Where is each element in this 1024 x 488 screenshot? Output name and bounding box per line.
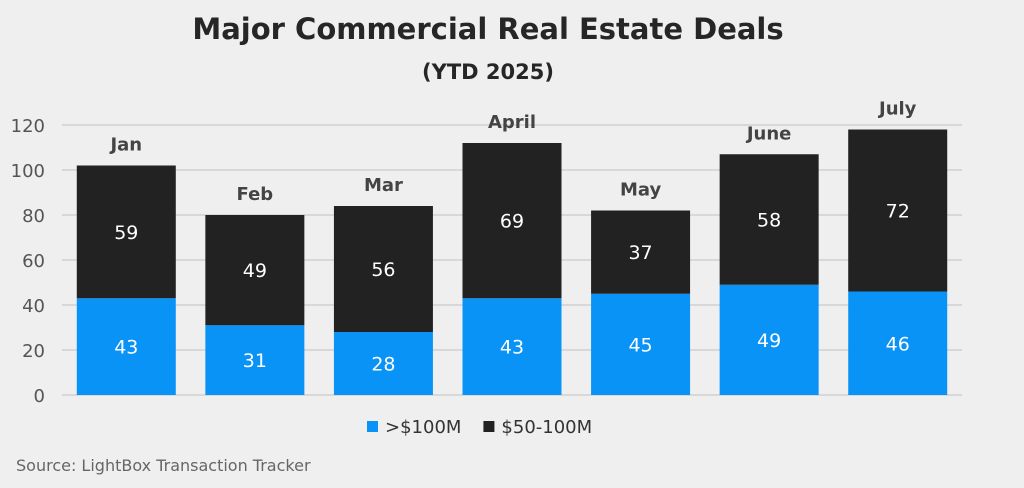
y-tick-label: 0 [34, 386, 45, 407]
y-tick-label: 80 [22, 206, 45, 227]
category-label: May [620, 180, 662, 201]
category-label: Jan [108, 135, 142, 156]
data-label: 45 [628, 334, 652, 356]
data-label: 31 [243, 350, 267, 372]
bar-segment [205, 325, 305, 395]
bar-segment [333, 332, 433, 395]
data-label: 58 [757, 210, 781, 232]
bar-segment [76, 298, 176, 395]
data-label: 37 [628, 242, 652, 264]
data-label: 49 [243, 260, 267, 282]
data-label: 43 [114, 337, 138, 359]
data-label: 43 [500, 337, 524, 359]
chart-subtitle: (YTD 2025) [422, 60, 554, 84]
legend-swatch [483, 421, 495, 432]
y-tick-label: 40 [22, 296, 45, 317]
data-label: 28 [371, 354, 395, 376]
bar-segment [848, 291, 948, 395]
y-tick-label: 100 [11, 161, 45, 182]
category-label: July [877, 99, 917, 120]
chart-title: Major Commercial Real Estate Deals [192, 12, 784, 46]
y-tick-label: 60 [22, 251, 45, 272]
bar-segment [205, 215, 305, 326]
legend-label: $50-100M [501, 417, 592, 438]
data-label: 46 [886, 333, 910, 355]
bar-segment [719, 154, 819, 285]
data-label: 56 [371, 259, 395, 281]
bar-segment [719, 284, 819, 395]
bar-segment [591, 293, 691, 395]
category-label: April [488, 112, 536, 133]
bar-segment [848, 129, 948, 292]
bar-segment [333, 206, 433, 332]
data-label: 72 [886, 201, 910, 223]
data-label: 49 [757, 330, 781, 352]
category-label: Mar [364, 175, 403, 196]
category-label: Feb [237, 184, 274, 205]
source-note: Source: LightBox Transaction Tracker [16, 456, 311, 475]
y-tick-label: 20 [22, 341, 45, 362]
bar-segment [462, 298, 562, 395]
y-tick-label: 120 [11, 116, 45, 137]
bar-segment [76, 165, 176, 299]
legend-swatch [367, 421, 378, 432]
bar-segment [462, 143, 562, 299]
data-label: 59 [114, 222, 138, 244]
category-label: June [745, 123, 792, 144]
legend-label: >$100M [385, 417, 461, 438]
data-label: 69 [500, 211, 524, 233]
bar-segment [591, 210, 691, 294]
